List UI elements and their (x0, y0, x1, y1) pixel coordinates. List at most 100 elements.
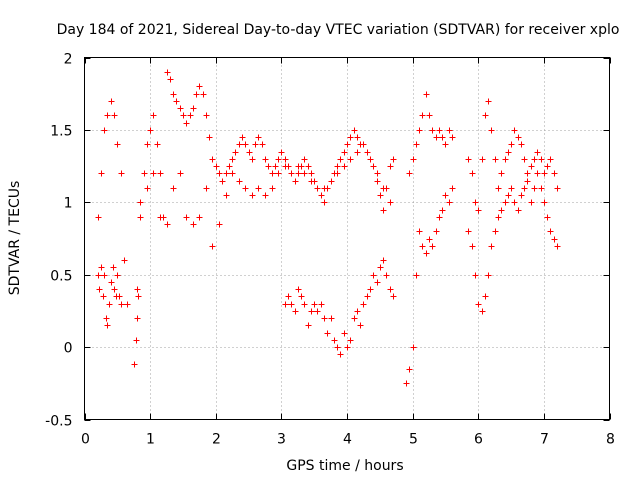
data-point (203, 185, 210, 192)
data-point (374, 170, 381, 177)
data-point (144, 141, 151, 148)
data-point (390, 156, 397, 163)
data-point (100, 293, 107, 300)
data-point (262, 192, 269, 199)
data-point (354, 149, 361, 156)
data-point (544, 214, 551, 221)
data-point (282, 163, 289, 170)
data-point (502, 199, 509, 206)
data-point (111, 286, 118, 293)
data-point (106, 301, 113, 308)
data-point (111, 112, 118, 119)
x-tick-label: 3 (277, 432, 286, 448)
data-point (505, 192, 512, 199)
data-point (334, 163, 341, 170)
data-point (295, 170, 302, 177)
data-point (439, 207, 446, 214)
data-point (380, 185, 387, 192)
y-tick-label: 2 (64, 52, 73, 68)
data-point (433, 134, 440, 141)
data-point (269, 170, 276, 177)
y-axis-label: SDTVAR / TECUs (7, 181, 23, 296)
data-point (364, 149, 371, 156)
data-point (282, 301, 289, 308)
data-point (154, 141, 161, 148)
data-point (341, 330, 348, 337)
data-point (232, 149, 239, 156)
data-point (498, 207, 505, 214)
data-point (203, 112, 210, 119)
data-point (472, 272, 479, 279)
data-point (442, 141, 449, 148)
data-point (150, 112, 157, 119)
data-point (272, 163, 279, 170)
data-point (308, 170, 315, 177)
data-point (134, 286, 141, 293)
data-point (187, 112, 194, 119)
data-point (413, 141, 420, 148)
data-point (360, 141, 367, 148)
data-point (426, 236, 433, 243)
data-point (521, 156, 528, 163)
y-tick-label: 1 (64, 196, 73, 212)
data-point (288, 301, 295, 308)
data-point (137, 214, 144, 221)
data-point (442, 192, 449, 199)
data-point (423, 91, 430, 98)
data-point (341, 149, 348, 156)
data-point (449, 134, 456, 141)
data-point (337, 351, 344, 358)
data-point (547, 156, 554, 163)
data-point (292, 178, 299, 185)
data-point (429, 127, 436, 134)
data-point (134, 315, 141, 322)
tick-labels: 0 1 2 3 4 5 6 7 8 -0.5 0 0.5 1 1.5 2 (45, 52, 615, 448)
data-point (167, 76, 174, 83)
data-point (492, 228, 499, 235)
data-point (170, 185, 177, 192)
data-point (118, 170, 125, 177)
data-point (475, 207, 482, 214)
data-point (144, 185, 151, 192)
data-point (419, 243, 426, 250)
data-point (334, 344, 341, 351)
data-point (344, 344, 351, 351)
data-point (433, 228, 440, 235)
data-point (314, 185, 321, 192)
data-point (390, 293, 397, 300)
data-point (331, 337, 338, 344)
data-point (544, 163, 551, 170)
data-point (387, 163, 394, 170)
y-tick-label: 0.5 (50, 269, 72, 285)
data-point (223, 192, 230, 199)
data-point (295, 163, 302, 170)
data-point (308, 178, 315, 185)
y-tick-label: 0 (64, 341, 73, 357)
data-point (485, 98, 492, 105)
data-point (446, 127, 453, 134)
data-point (114, 272, 121, 279)
data-point (374, 178, 381, 185)
data-point (288, 170, 295, 177)
data-point (531, 156, 538, 163)
data-point (472, 199, 479, 206)
data-point (538, 185, 545, 192)
data-point (135, 293, 142, 300)
data-point (318, 301, 325, 308)
data-point (524, 170, 531, 177)
data-point (383, 272, 390, 279)
data-point (219, 178, 226, 185)
data-point (387, 286, 394, 293)
data-point (380, 257, 387, 264)
data-point (137, 199, 144, 206)
data-point (347, 337, 354, 344)
data-point (554, 185, 561, 192)
data-point (344, 141, 351, 148)
y-tick-label: 1.5 (50, 124, 72, 140)
data-point (209, 156, 216, 163)
data-point (101, 127, 108, 134)
data-points (95, 69, 561, 387)
data-point (482, 293, 489, 300)
data-point (524, 178, 531, 185)
data-point (413, 272, 420, 279)
